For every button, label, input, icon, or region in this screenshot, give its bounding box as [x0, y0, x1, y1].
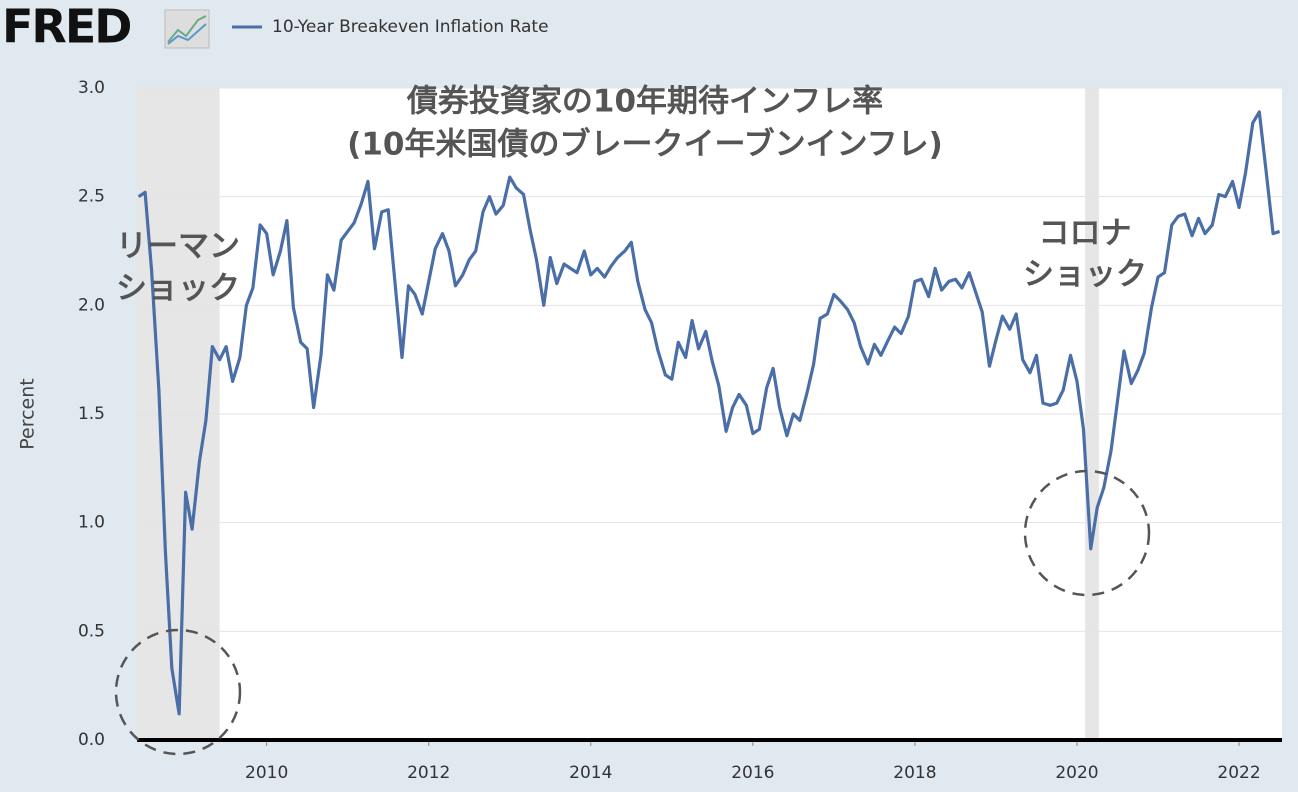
- data-line: [137, 110, 1281, 716]
- y-tick-label: 0.0: [78, 730, 105, 750]
- x-tick-label: 2016: [731, 763, 774, 783]
- x-tick-label: 2014: [569, 763, 612, 783]
- highlight-circle: [114, 628, 242, 756]
- y-axis-label: Percent: [17, 378, 39, 450]
- x-tick-label: 2020: [1055, 763, 1098, 783]
- x-tick-label: 2022: [1217, 763, 1260, 783]
- highlight-circle: [1023, 469, 1151, 597]
- logo-icon: [164, 9, 210, 49]
- x-tick-label: 2012: [407, 763, 450, 783]
- x-tick-label: 2018: [893, 763, 936, 783]
- y-tick-label: 0.5: [78, 621, 105, 641]
- legend-label: 10-Year Breakeven Inflation Rate: [272, 17, 549, 37]
- annotation: コロナ: [1039, 216, 1132, 252]
- y-tick-label: 1.0: [78, 513, 105, 533]
- logo: FRED: [2, 0, 130, 54]
- plot-layer: [137, 87, 1282, 746]
- annotation: ショック: [116, 271, 240, 307]
- y-tick-label: 2.5: [78, 187, 105, 207]
- annotation: (10年米国債のブレークイーブンインフレ): [347, 127, 943, 163]
- annotation: ショック: [1023, 257, 1147, 293]
- x-tick-label: 2010: [245, 763, 288, 783]
- y-tick-label: 1.5: [78, 404, 105, 424]
- y-tick-label: 2.0: [78, 295, 105, 315]
- annotation: リーマン: [116, 229, 240, 265]
- annotation: 債券投資家の10年期待インフレ率: [406, 84, 883, 120]
- y-tick-label: 3.0: [78, 78, 105, 98]
